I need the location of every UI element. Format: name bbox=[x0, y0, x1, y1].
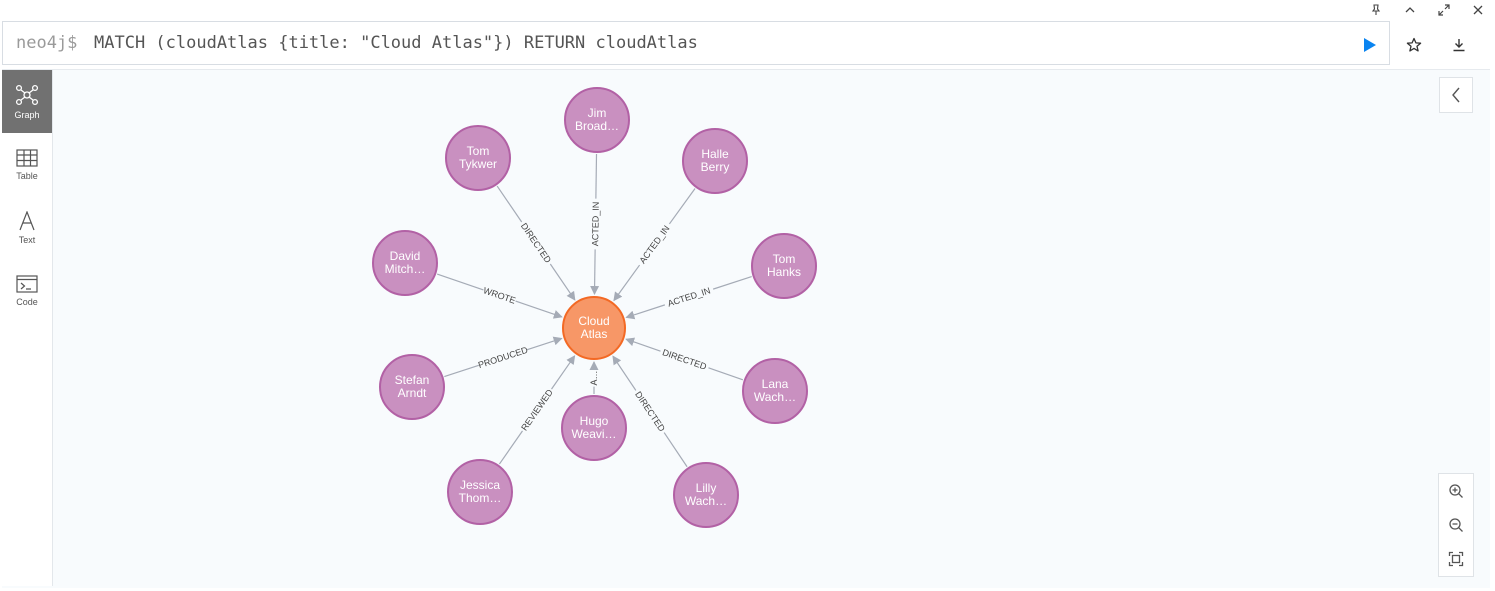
result-frame: Graph Table Text Code ACTED_IN ACTE bbox=[2, 69, 1490, 588]
node-caption: Lana bbox=[762, 377, 789, 391]
relationship-label: DIRECTED bbox=[519, 221, 553, 265]
person-node-lilly[interactable]: LillyWach… bbox=[673, 462, 739, 528]
collapse-panel-button[interactable] bbox=[1439, 77, 1473, 113]
node-caption: Weavi… bbox=[571, 427, 616, 441]
node-caption: Tykwer bbox=[459, 157, 497, 171]
relationship-label: ACTED_IN bbox=[590, 202, 601, 247]
tab-text-label: Text bbox=[18, 234, 36, 245]
node-caption: Halle bbox=[701, 147, 729, 161]
relationship-hugo[interactable]: A… bbox=[589, 361, 599, 394]
node-caption: Jessica bbox=[460, 478, 500, 492]
node-caption: Broad… bbox=[575, 119, 619, 133]
node-caption: Thom… bbox=[459, 491, 502, 505]
relationship-tomh[interactable]: ACTED_IN bbox=[625, 275, 752, 320]
node-caption: Tom bbox=[467, 144, 490, 158]
download-icon bbox=[1453, 39, 1465, 52]
relationship-label: ACTED_IN bbox=[666, 285, 711, 308]
tab-graph[interactable]: Graph bbox=[2, 70, 52, 133]
star-icon bbox=[1406, 37, 1422, 52]
relationship-label: WROTE bbox=[482, 285, 517, 305]
fit-view-button[interactable] bbox=[1439, 542, 1473, 576]
relationship-label: DIRECTED bbox=[633, 390, 667, 434]
close-icon[interactable] bbox=[1461, 0, 1495, 20]
tab-table[interactable]: Table bbox=[2, 133, 52, 196]
chevron-up-icon[interactable] bbox=[1393, 0, 1427, 20]
code-icon bbox=[16, 274, 38, 293]
window-controls bbox=[1359, 0, 1495, 20]
zoom-in-icon bbox=[1449, 484, 1463, 498]
node-caption: Jim bbox=[588, 106, 607, 120]
query-text[interactable]: MATCH (cloudAtlas {title: "Cloud Atlas"}… bbox=[94, 33, 698, 53]
node-caption: Wach… bbox=[754, 390, 796, 404]
node-caption: Atlas bbox=[581, 327, 608, 341]
fit-view-icon bbox=[1448, 551, 1464, 567]
person-node-jim[interactable]: JimBroad… bbox=[564, 87, 630, 153]
zoom-out-button[interactable] bbox=[1439, 508, 1473, 542]
node-caption: Cloud bbox=[578, 314, 609, 328]
relationship-lilly[interactable]: DIRECTED bbox=[612, 355, 688, 468]
tab-graph-label: Graph bbox=[14, 109, 40, 120]
relationship-lana[interactable]: DIRECTED bbox=[625, 337, 744, 381]
pin-icon[interactable] bbox=[1359, 0, 1393, 20]
node-caption: Lilly bbox=[696, 481, 717, 495]
expand-icon[interactable] bbox=[1427, 0, 1461, 20]
relationship-jim[interactable]: ACTED_IN bbox=[590, 153, 601, 296]
graph-canvas[interactable]: ACTED_IN ACTED_IN ACTED_IN DIRECTED DIRECTED… bbox=[2, 70, 1422, 586]
tab-code[interactable]: Code bbox=[2, 259, 52, 322]
node-caption: Arndt bbox=[398, 386, 427, 400]
node-caption: Wach… bbox=[685, 494, 727, 508]
zoom-out-icon bbox=[1449, 518, 1463, 532]
chevron-left-icon bbox=[1452, 87, 1460, 103]
relationship-label: A… bbox=[589, 370, 599, 385]
zoom-in-button[interactable] bbox=[1439, 474, 1473, 508]
editor-prompt: neo4j$ bbox=[16, 33, 78, 53]
run-button[interactable] bbox=[1358, 35, 1382, 55]
tab-code-label: Code bbox=[16, 296, 38, 307]
relationship-label: PRODUCED bbox=[477, 345, 530, 371]
node-caption: Tom bbox=[773, 252, 796, 266]
favorite-button[interactable] bbox=[1400, 32, 1428, 58]
relationship-label: REVIEWED bbox=[519, 387, 555, 433]
graph-icon bbox=[15, 84, 39, 105]
node-caption: Hugo bbox=[580, 414, 609, 428]
play-icon bbox=[1364, 38, 1376, 52]
table-icon bbox=[16, 148, 38, 167]
relationship-david[interactable]: WROTE bbox=[436, 273, 563, 319]
tab-text[interactable]: Text bbox=[2, 196, 52, 259]
zoom-controls bbox=[1438, 473, 1474, 577]
node-caption: David bbox=[390, 249, 421, 263]
relationship-halle[interactable]: ACTED_IN bbox=[613, 188, 696, 302]
relationship-stefan[interactable]: PRODUCED bbox=[444, 336, 563, 378]
person-node-lana[interactable]: LanaWach… bbox=[742, 358, 808, 424]
view-tabs: Graph Table Text Code bbox=[2, 70, 53, 586]
relationship-jessica[interactable]: REVIEWED bbox=[498, 355, 576, 465]
node-caption: Mitch… bbox=[385, 262, 426, 276]
person-node-hugo[interactable]: HugoWeavi… bbox=[561, 395, 627, 461]
node-caption: Stefan bbox=[395, 373, 430, 387]
person-node-david[interactable]: DavidMitch… bbox=[372, 230, 438, 296]
relationship-label: DIRECTED bbox=[661, 347, 708, 372]
relationship-tomt[interactable]: DIRECTED bbox=[496, 185, 576, 301]
tab-table-label: Table bbox=[16, 170, 38, 181]
query-editor[interactable]: neo4j$ MATCH (cloudAtlas {title: "Cloud … bbox=[2, 21, 1390, 65]
person-node-jessica[interactable]: JessicaThom… bbox=[447, 459, 513, 525]
relationship-label: ACTED_IN bbox=[637, 224, 671, 266]
download-button[interactable] bbox=[1445, 32, 1473, 58]
node-caption: Berry bbox=[701, 160, 730, 174]
text-icon bbox=[19, 210, 35, 230]
node-caption: Hanks bbox=[767, 265, 801, 279]
